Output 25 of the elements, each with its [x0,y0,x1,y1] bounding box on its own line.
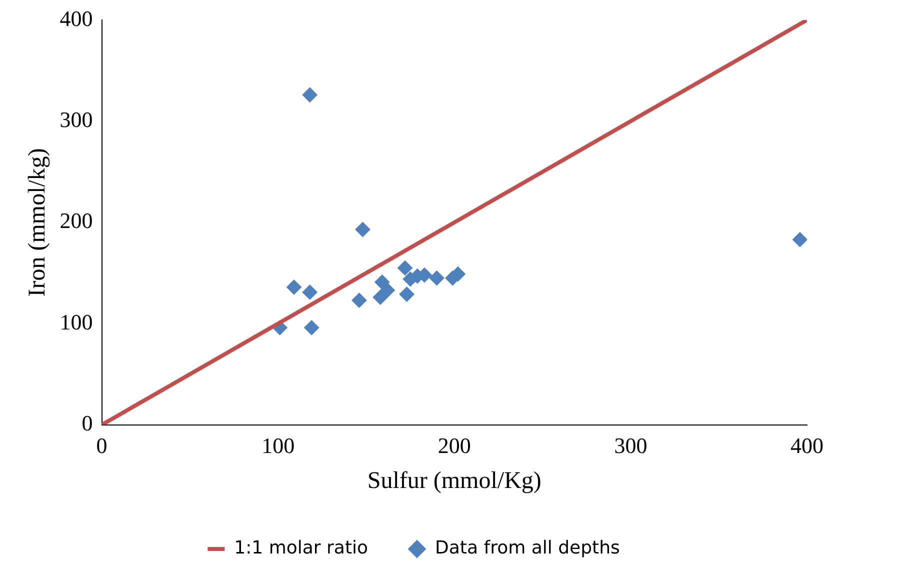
x-tick-label: 300 [614,432,648,458]
legend-label: 1:1 molar ratio [234,538,368,559]
x-tick-label: 100 [262,432,295,458]
point [429,270,444,286]
legend-label: Data from all depths [435,538,620,559]
x-tick-label: 400 [790,432,824,458]
y-tick-label: 400 [60,6,93,31]
y-axis-title: Iron (mmol/kg) [24,148,51,297]
x-tick-label: 200 [438,432,471,458]
point [352,292,367,308]
point [355,222,370,237]
point [304,320,320,336]
point [380,282,395,298]
y-tick-label: 100 [60,309,93,334]
y-tick-label: 200 [60,208,93,234]
point [302,87,318,102]
point [792,232,807,248]
point [286,280,302,295]
point [372,290,388,305]
y-tick-label: 300 [60,106,93,132]
point [302,284,318,300]
y-tick-label: 0 [82,410,93,436]
x-axis-title: Sulfur (mmol/Kg) [367,468,542,494]
point [399,286,414,302]
point [398,260,413,276]
